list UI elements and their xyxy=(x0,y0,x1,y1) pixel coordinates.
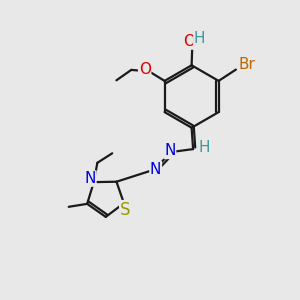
Text: O: O xyxy=(183,34,195,49)
Text: N: N xyxy=(85,171,96,186)
Text: O: O xyxy=(139,61,151,76)
Text: H: H xyxy=(194,31,206,46)
Text: N: N xyxy=(150,161,161,176)
Text: H: H xyxy=(199,140,210,155)
Text: Br: Br xyxy=(238,57,255,72)
Text: S: S xyxy=(120,201,130,219)
Text: N: N xyxy=(164,143,176,158)
